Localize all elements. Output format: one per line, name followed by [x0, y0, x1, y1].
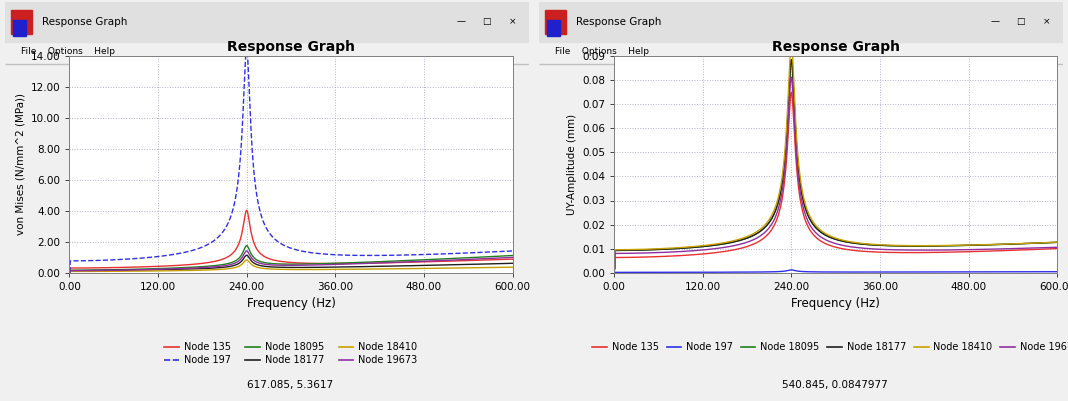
Text: □: □ [483, 17, 491, 26]
Legend: Node 135, Node 197, Node 18095, Node 18177, Node 18410, Node 19673: Node 135, Node 197, Node 18095, Node 181… [160, 338, 422, 369]
Bar [11, 10, 32, 34]
Bar [545, 10, 566, 34]
Text: ×: × [1043, 17, 1051, 26]
Y-axis label: UY-Amplitude (mm): UY-Amplitude (mm) [566, 114, 577, 215]
X-axis label: Frequency (Hz): Frequency (Hz) [791, 297, 880, 310]
Bar [5, 2, 529, 42]
Bar [539, 63, 1063, 64]
Text: Response Graph: Response Graph [42, 17, 127, 27]
Text: —: — [990, 17, 1000, 26]
Y-axis label: von Mises (N/mm^2 (MPa)): von Mises (N/mm^2 (MPa)) [15, 93, 26, 235]
Text: Response Graph: Response Graph [576, 17, 661, 27]
Bar [547, 20, 561, 36]
Text: 617.085, 5.3617: 617.085, 5.3617 [248, 380, 333, 390]
Text: —: — [456, 17, 466, 26]
Bar [539, 2, 1063, 42]
Text: ×: × [509, 17, 517, 26]
Bar [5, 63, 529, 64]
Text: □: □ [1017, 17, 1025, 26]
Legend: Node 135, Node 197, Node 18095, Node 18177, Node 18410, Node 19673: Node 135, Node 197, Node 18095, Node 181… [588, 338, 1068, 356]
Bar [13, 20, 27, 36]
Text: File    Options    Help: File Options Help [555, 47, 649, 56]
Text: File    Options    Help: File Options Help [21, 47, 115, 56]
Text: 540.845, 0.0847977: 540.845, 0.0847977 [782, 380, 889, 390]
Title: Response Graph: Response Graph [227, 40, 355, 54]
Title: Response Graph: Response Graph [772, 40, 899, 54]
X-axis label: Frequency (Hz): Frequency (Hz) [247, 297, 335, 310]
